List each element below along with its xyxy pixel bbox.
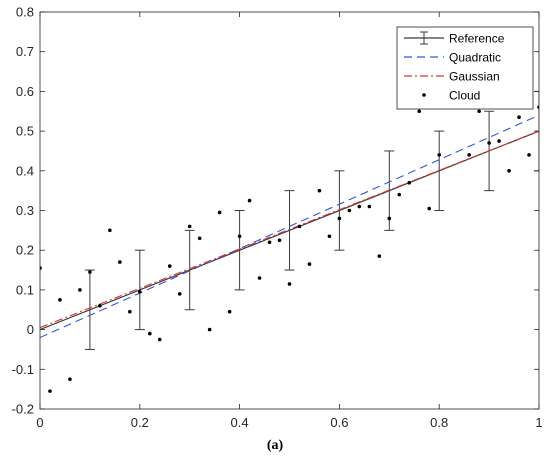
x-tick-label: 0.8 [430,415,448,430]
cloud-point [377,254,382,258]
x-tick-label: 0 [36,415,43,430]
y-tick-label: -0.2 [12,402,34,417]
cloud-point [128,309,132,314]
cloud-point [287,282,292,286]
y-tick-label: 0.1 [16,282,34,297]
error-bar [284,190,295,271]
cloud-point [397,192,402,197]
cloud-point [217,210,222,215]
cloud-point [147,331,152,336]
x-tick-label: 0.6 [330,415,348,430]
error-bar [184,229,195,311]
legend-label: Reference [449,32,505,46]
y-tick-label: -0.1 [12,362,34,377]
axis-ticks: 0 0.2 0.4 0.6 0.8 1 -0.2 -0.1 0 0.1 0.2 0.3 0.4 0.5 0.… [12,5,543,431]
gaussian-line [40,130,539,329]
cloud-point [167,264,172,268]
cloud-point [157,337,162,342]
cloud-point [337,216,342,221]
cloud-point [367,204,372,209]
cloud-point [437,153,442,157]
y-tick-label: 0.7 [16,44,34,59]
y-tick-label: 0.5 [16,124,34,139]
cloud-point [207,327,212,332]
legend-label: Quadratic [449,51,501,65]
cloud-point [58,298,62,302]
x-tick-label: 1 [535,415,542,430]
cloud-point [507,169,511,173]
cloud-point [487,141,491,145]
legend: Reference Quadratic Gaussian Cloud [396,26,534,110]
legend-label: Gaussian [449,70,500,84]
quadratic-line [40,114,539,339]
cloud-point [467,153,471,157]
cloud-point [517,115,521,120]
y-tick-label: 0 [27,322,34,337]
cloud-point [477,109,481,114]
cloud-point [297,224,302,229]
figure-caption: (a) [266,438,284,453]
cloud-point [48,389,52,393]
cloud-point [387,216,392,221]
cloud-point [177,292,182,296]
cloud-point [307,262,312,266]
cloud-point [317,188,322,193]
error-bar [84,269,95,350]
cloud-point [357,204,362,209]
cloud-point [227,309,232,314]
cloud-point [527,153,531,157]
series-gaussian [40,130,539,329]
error-bar [134,249,145,331]
cloud-point [88,270,92,274]
cloud-point [40,266,42,270]
cloud-point [247,198,252,203]
series-quadratic [40,114,539,339]
error-bar [334,170,345,251]
cloud-point [197,236,202,241]
legend-item-gaussian: Gaussian [404,70,500,84]
cloud-point [497,139,501,143]
x-tick-label: 0.4 [231,415,249,430]
cloud-point [427,206,432,211]
cloud-point [68,377,72,382]
cloud-point [347,208,352,213]
cloud-point [187,224,192,229]
error-bar [234,210,245,291]
cloud-point [78,288,82,292]
cloud-point [118,260,122,264]
cloud-point [108,228,112,233]
cloud-point [138,290,142,294]
cloud-point [267,240,272,245]
y-tick-label: 0.2 [16,243,34,258]
cloud-point [407,180,412,185]
legend-item-quadratic: Quadratic [404,51,501,65]
cloud-point [98,303,102,308]
cloud-point [417,109,422,114]
cloud-point [537,105,539,110]
cloud-point [327,234,332,239]
legend-label: Cloud [449,89,480,103]
x-tick-label: 0.2 [131,415,149,430]
cloud-point [277,238,282,243]
cloud-point [257,276,262,280]
cloud-point [237,234,242,239]
legend-box [396,26,534,110]
plot-content [40,90,539,393]
y-tick-label: 0.8 [16,5,34,20]
series-reference [40,90,539,350]
legend-item-cloud: Cloud [422,89,480,103]
y-tick-label: 0.6 [16,84,34,99]
legend-swatch [422,93,426,97]
y-tick-label: 0.3 [16,203,34,218]
y-tick-label: 0.4 [16,163,34,178]
legend-item-reference: Reference [404,31,505,46]
